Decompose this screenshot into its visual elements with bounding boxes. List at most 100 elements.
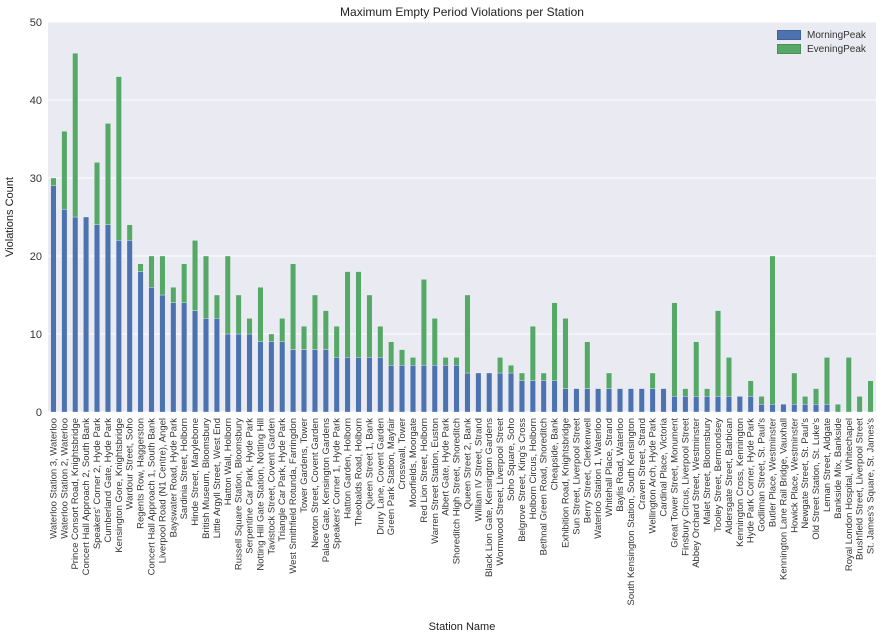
bar-morning-peak [519, 380, 525, 413]
y-tick-label: 40 [30, 95, 42, 107]
bar-evening-peak [497, 357, 504, 374]
bar-morning-peak [431, 365, 438, 413]
bar-evening-peak [584, 341, 591, 389]
bar-morning-peak [290, 349, 297, 413]
bar-evening-peak [726, 357, 732, 397]
bar-morning-peak [736, 396, 743, 413]
x-tick-label: Malet Street, Bloomsbury [702, 418, 713, 525]
x-tick-label: Soho Square, Soho [506, 418, 517, 501]
bar-evening-peak [813, 388, 819, 405]
x-tick-label: Drury Lane, Covent Garden [375, 418, 386, 535]
bar-evening-peak [453, 357, 460, 366]
x-tick-label: Royal London Hospital, Whitechapel [844, 418, 855, 571]
bar-morning-peak [758, 404, 765, 413]
bars [50, 53, 874, 413]
x-tick-label: William IV Street, Strand [473, 418, 484, 521]
bar-morning-peak [366, 357, 373, 413]
x-tick-label: Liverpool Road (N1 Centre), Angel [157, 418, 168, 563]
y-tick-label: 50 [30, 17, 42, 29]
y-tick-label: 30 [30, 173, 42, 185]
bar-morning-peak [388, 365, 395, 413]
x-tick-label: Warren Street Station, Euston [430, 418, 441, 544]
bar-evening-peak [344, 271, 351, 358]
x-tick-label: Great Tower Street, Monument [669, 418, 680, 548]
bar-evening-peak [420, 279, 427, 366]
bar-evening-peak [442, 357, 449, 366]
x-tick-label: Hatton Wall, Holborn [223, 418, 234, 505]
bar-morning-peak [606, 388, 612, 413]
x-tick-label: Abbey Orchard Street, Westminster [691, 418, 702, 568]
bar-evening-peak [312, 294, 318, 350]
bar-evening-peak [649, 372, 656, 389]
bar-morning-peak [551, 380, 558, 413]
bar-morning-peak [802, 404, 809, 413]
bar-evening-peak [159, 255, 166, 296]
x-tick-label: Finsbury Circus, Liverpool Street [680, 418, 691, 556]
bar-evening-peak [704, 388, 711, 397]
bar-morning-peak [486, 372, 493, 413]
x-tick-label: Hyde Park Corner, Hyde Park [746, 418, 757, 543]
x-tick-label: Albert Gate, Hyde Park [441, 418, 452, 516]
bar-morning-peak [126, 240, 133, 413]
bar-evening-peak [279, 318, 286, 342]
bar-morning-peak [627, 388, 634, 413]
bar-morning-peak [682, 396, 689, 413]
bar-morning-peak [497, 372, 504, 413]
bar-evening-peak [94, 162, 100, 225]
bar-morning-peak [322, 349, 329, 413]
bar-evening-peak [845, 357, 852, 413]
bar-evening-peak [148, 255, 155, 288]
bar-evening-peak [301, 326, 307, 350]
x-tick-label: Russell Square Station, Bloomsbury [234, 418, 245, 570]
x-tick-label: Aldersgate Street, Barbican [724, 418, 735, 534]
x-tick-label: Serpentine Car Park, Hyde Park [245, 418, 256, 554]
bar-morning-peak [137, 271, 144, 413]
x-tick-label: Prince Consort Road, Knightsbridge [70, 418, 81, 570]
y-tick-label: 0 [36, 407, 42, 419]
bar-morning-peak [279, 341, 286, 413]
x-tick-label: Leman Street, Aldgate [822, 418, 833, 512]
bar-morning-peak [410, 365, 416, 413]
x-tick-label: Theobalds Road, Holborn [354, 418, 365, 526]
bar-morning-peak [508, 372, 514, 413]
bar-morning-peak [312, 349, 318, 413]
x-tick-label: British Museum, Bloomsbury [201, 418, 212, 539]
chart-legend: MorningPeak EveningPeak [777, 28, 866, 56]
bar-evening-peak [464, 294, 471, 374]
x-tick-label: Regents Row, Haggerston [136, 418, 147, 529]
x-tick-label: St. James's Square, St. James's [866, 418, 877, 554]
x-tick-label: Exhibition Road, Knightsbridge [561, 418, 572, 548]
bar-evening-peak [540, 372, 547, 381]
bar-morning-peak [780, 404, 787, 413]
bar-morning-peak [105, 224, 111, 413]
x-tick-label: Queen Street 1, Bank [364, 418, 375, 510]
chart-title: Maximum Empty Period Violations per Stat… [340, 5, 584, 19]
bar-evening-peak [268, 333, 275, 342]
x-tick-label: Crosswall, Tower [397, 418, 408, 490]
bar-morning-peak [61, 209, 68, 413]
x-tick-label: Howick Place, Westminster [789, 418, 800, 533]
bar-evening-peak [529, 326, 536, 381]
x-tick-label: Black Lion Gate, Kensington Gardens [484, 418, 495, 577]
x-tick-label: Wardour Street, Soho [125, 418, 136, 510]
bar-evening-peak [824, 357, 830, 405]
x-tick-label: Queen Street 2, Bank [462, 418, 473, 510]
legend-swatch-morning [777, 30, 801, 40]
bar-morning-peak [355, 357, 362, 413]
bar-evening-peak [747, 380, 754, 397]
bar-morning-peak [213, 318, 220, 413]
bar-evening-peak [769, 255, 776, 405]
bar-morning-peak [595, 388, 602, 413]
bar-evening-peak [562, 318, 569, 389]
bar-morning-peak [235, 333, 242, 413]
x-tick-label: Green Park Station, Mayfair [386, 418, 397, 535]
bar-morning-peak [257, 341, 264, 413]
bar-evening-peak [366, 294, 373, 358]
bar-morning-peak [181, 302, 188, 413]
bar-evening-peak [290, 263, 297, 350]
bar-morning-peak [704, 396, 711, 413]
bar-morning-peak [246, 333, 253, 413]
bar-evening-peak [115, 76, 122, 241]
x-tick-label: Kennington Cross, Kennington [735, 418, 746, 547]
x-tick-label: Newgate Street, St. Paul's [800, 418, 811, 529]
